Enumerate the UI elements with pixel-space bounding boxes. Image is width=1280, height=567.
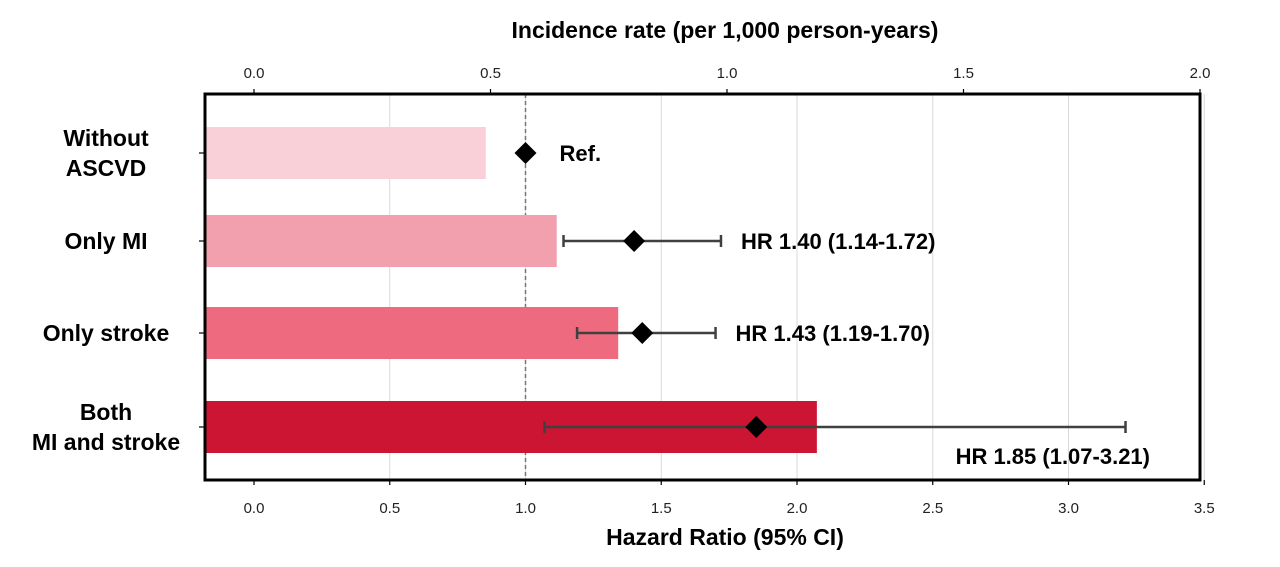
incidence-tick-label: 0.0: [244, 65, 265, 82]
hr-marker: [623, 230, 646, 252]
incidence-tick-label: 1.0: [717, 65, 738, 82]
hr-label: Ref.: [560, 141, 602, 166]
hr-label: HR 1.43 (1.19-1.70): [736, 321, 930, 346]
marker-layer: [514, 142, 1127, 438]
hr-marker: [745, 416, 768, 438]
category-label: ASCVD: [66, 155, 147, 181]
category-label: Without: [63, 125, 149, 151]
incidence-tick-label: 1.5: [953, 65, 974, 82]
incidence-axis-title: Incidence rate (per 1,000 person-years): [512, 17, 939, 43]
category-label: MI and stroke: [32, 429, 180, 455]
hr-tick-label: 2.5: [922, 500, 943, 517]
incidence-bar: [205, 307, 619, 359]
hr-marker: [514, 142, 537, 164]
hr-tick-label: 3.5: [1194, 500, 1215, 517]
incidence-tick-label: 2.0: [1190, 65, 1211, 82]
hr-tick-label: 1.0: [515, 500, 536, 517]
category-label: Only MI: [64, 228, 147, 254]
hr-marker: [631, 322, 654, 344]
bar-layer: [205, 127, 817, 453]
hr-axis-title: Hazard Ratio (95% CI): [606, 524, 844, 550]
category-label: Both: [80, 399, 132, 425]
hr-tick-label: 3.0: [1058, 500, 1079, 517]
hr-tick-label: 0.0: [244, 500, 265, 517]
hr-tick-label: 2.0: [787, 500, 808, 517]
label-layer: 0.0 0.5 1.0 1.5 2.0 2.5 3.0 3.5 0.0 0.5 1.0 1.5 2.0 R…: [32, 65, 1215, 517]
plot-frame: [203, 92, 1202, 482]
incidence-tick-label: 0.5: [480, 65, 501, 82]
hr-label: HR 1.40 (1.14-1.72): [741, 229, 935, 254]
incidence-bar: [205, 215, 557, 267]
hr-tick-label: 1.5: [651, 500, 672, 517]
hr-tick-label: 0.5: [379, 500, 400, 517]
category-label: Only stroke: [43, 320, 170, 346]
hr-label: HR 1.85 (1.07-3.21): [956, 444, 1150, 469]
incidence-bar: [205, 127, 486, 179]
